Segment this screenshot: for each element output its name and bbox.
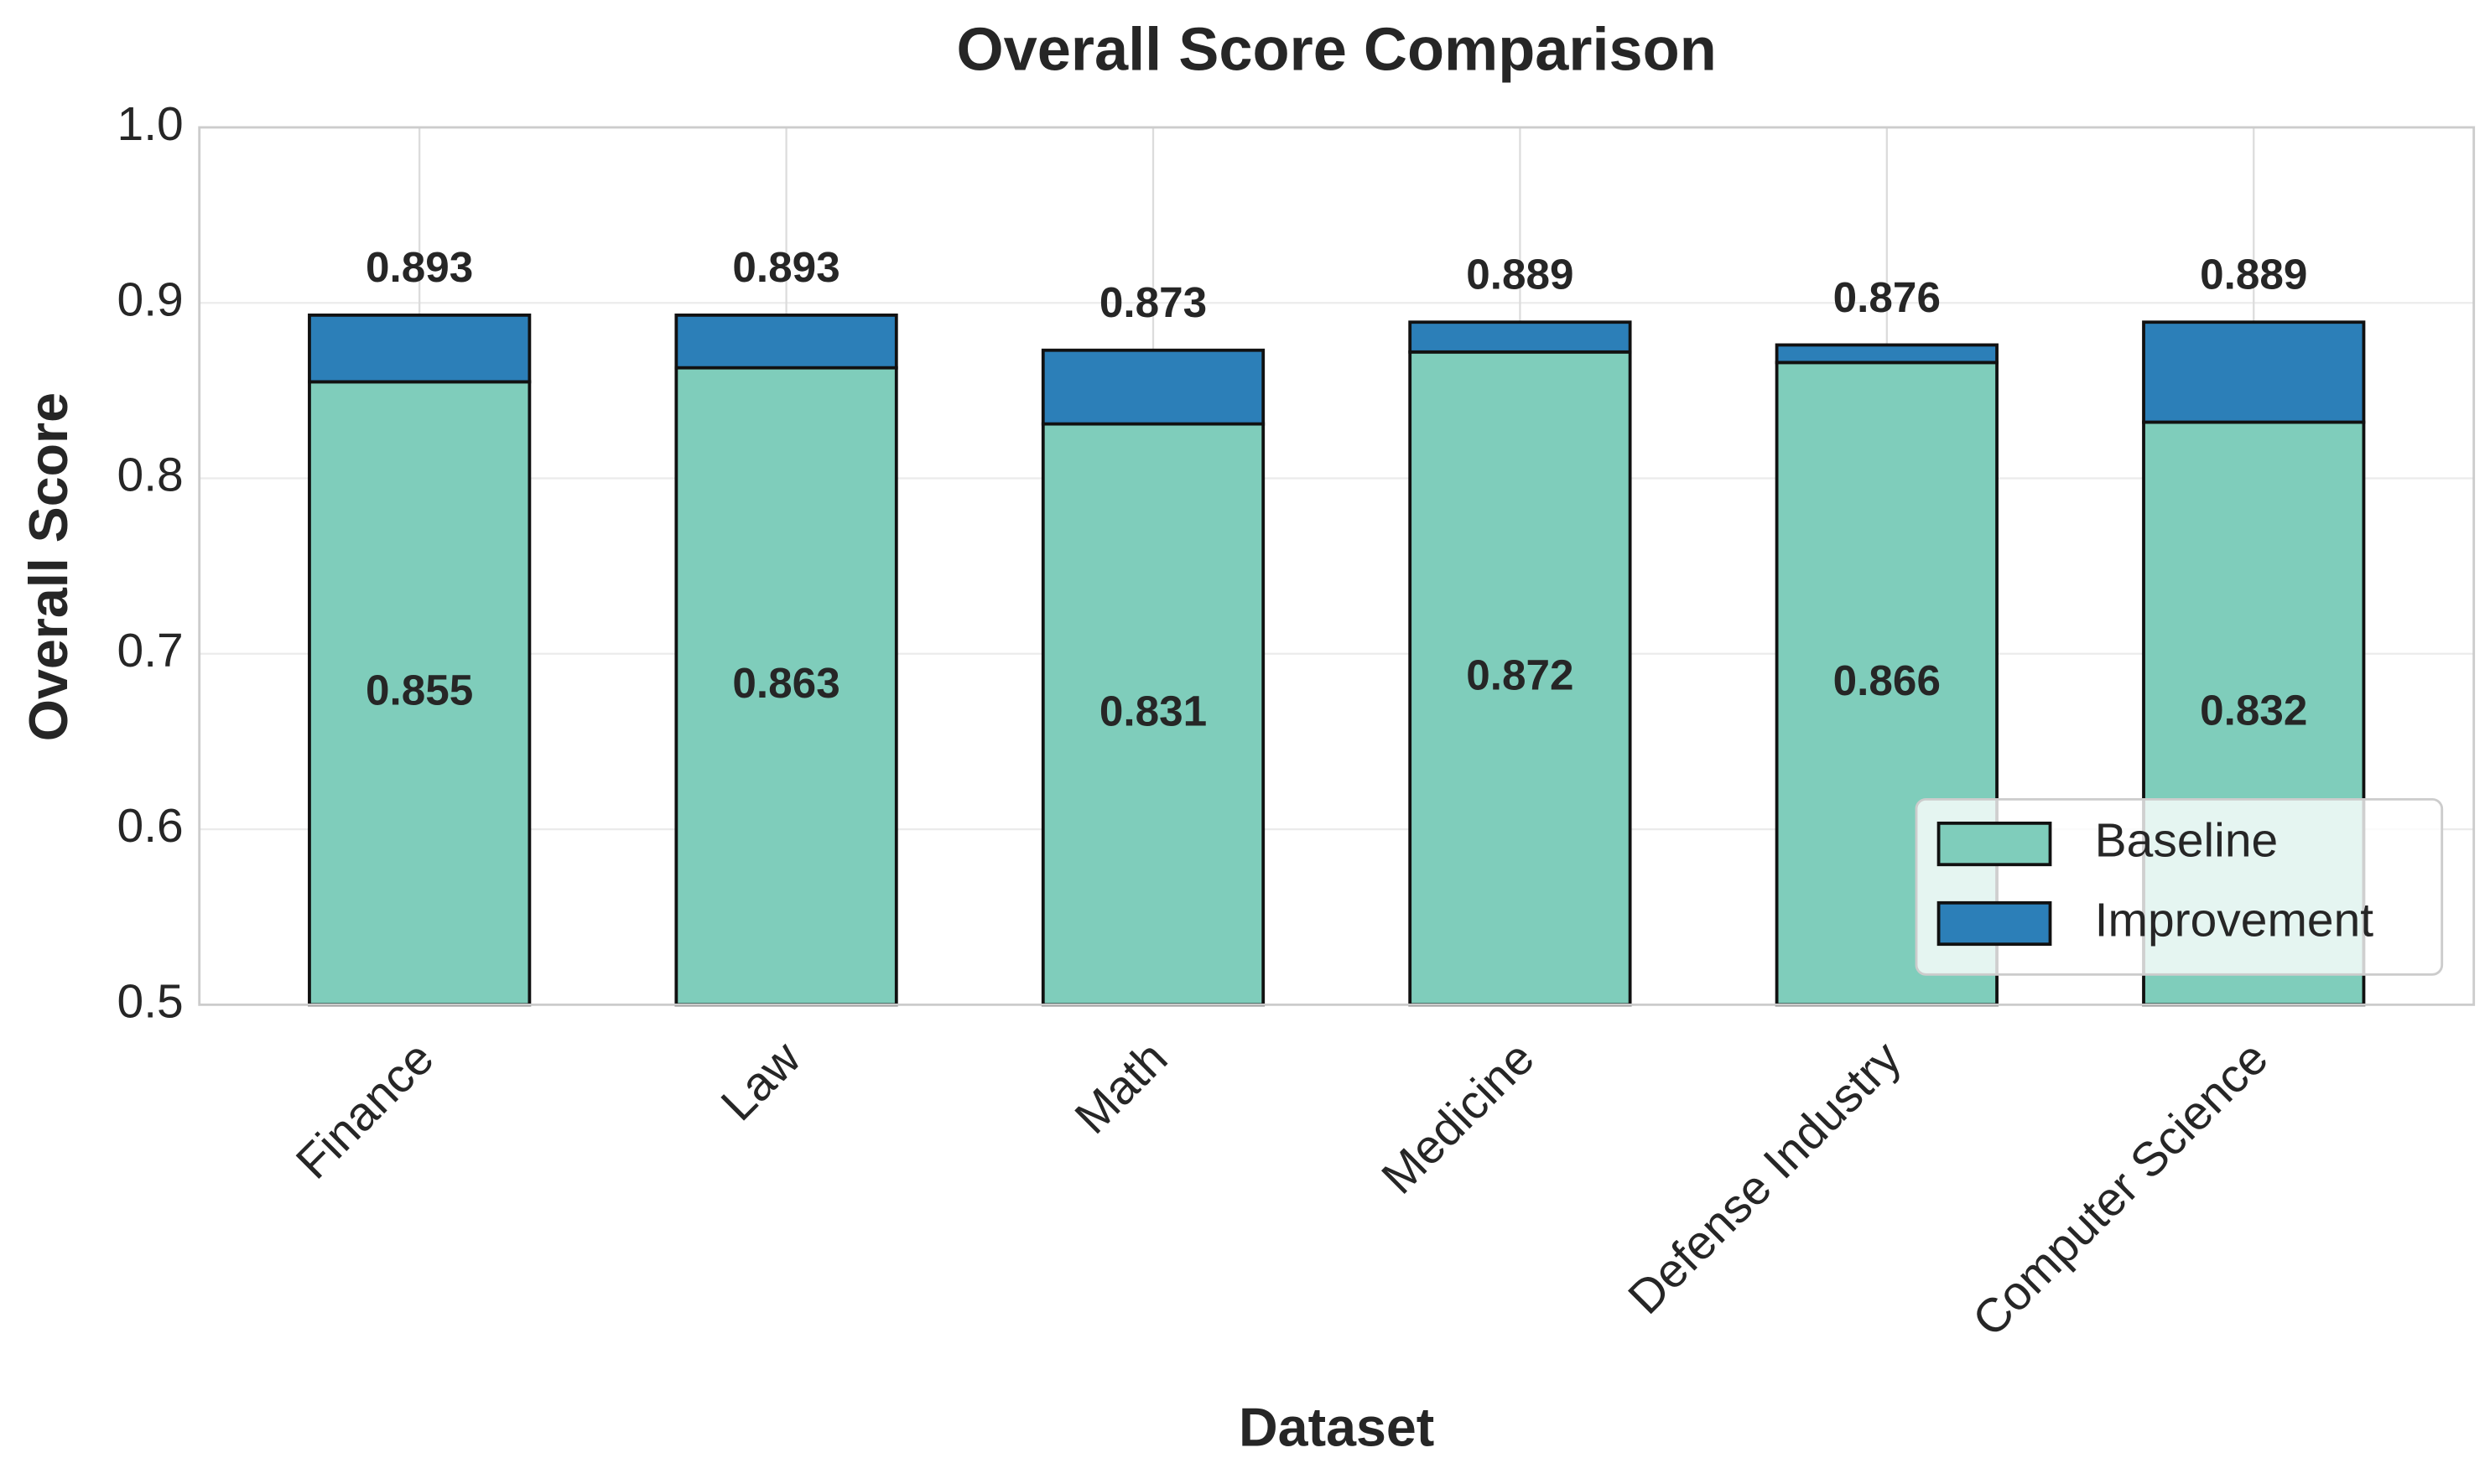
legend-label: Improvement [2095, 894, 2374, 947]
y-tick-label: 0.5 [117, 974, 184, 1028]
chart-title: Overall Score Comparison [957, 17, 1717, 84]
y-tick-label: 1.0 [117, 97, 184, 151]
y-tick-label: 0.9 [117, 272, 184, 326]
total-label: 0.893 [732, 243, 840, 291]
x-tick-label: Medicine [1371, 1031, 1544, 1204]
bar-value-label: 0.832 [2200, 686, 2307, 734]
bar-segment [1775, 343, 1999, 365]
total-label: 0.889 [1466, 251, 1573, 298]
y-tick-label: 0.7 [117, 624, 184, 677]
bar-segment [308, 380, 532, 1007]
y-tick-label: 0.6 [117, 799, 184, 853]
bar-segment [308, 313, 532, 384]
bar-value-label: 0.872 [1466, 651, 1573, 699]
total-label: 0.889 [2200, 251, 2307, 298]
bar-value-label: 0.855 [366, 666, 473, 713]
bar-segment [674, 313, 898, 370]
bar-value-label: 0.831 [1099, 688, 1207, 735]
bar-segment [1408, 320, 1632, 354]
bar-segment [1041, 348, 1266, 426]
x-tick-label: Computer Science [1962, 1031, 2279, 1347]
y-tick-label: 0.8 [117, 449, 184, 502]
plot-frame [198, 126, 2476, 1006]
bar-value-label: 0.863 [732, 659, 840, 707]
bar-segment [674, 366, 898, 1007]
total-label: 0.893 [366, 243, 473, 291]
legend-swatch [1936, 821, 2052, 867]
total-label: 0.876 [1833, 273, 1941, 321]
bar-segment [2142, 320, 2366, 424]
total-label: 0.873 [1099, 278, 1207, 326]
legend-swatch [1936, 900, 2052, 947]
x-tick-label: Finance [286, 1031, 444, 1190]
bar-value-label: 0.866 [1833, 656, 1941, 704]
y-axis-label: Overall Score [18, 392, 79, 741]
x-tick-label: Math [1065, 1031, 1178, 1144]
x-tick-label: Defense Industry [1618, 1031, 1911, 1325]
x-tick-label: Law [711, 1030, 812, 1131]
x-axis-label: Dataset [1239, 1397, 1434, 1457]
legend-label: Baseline [2095, 814, 2279, 868]
